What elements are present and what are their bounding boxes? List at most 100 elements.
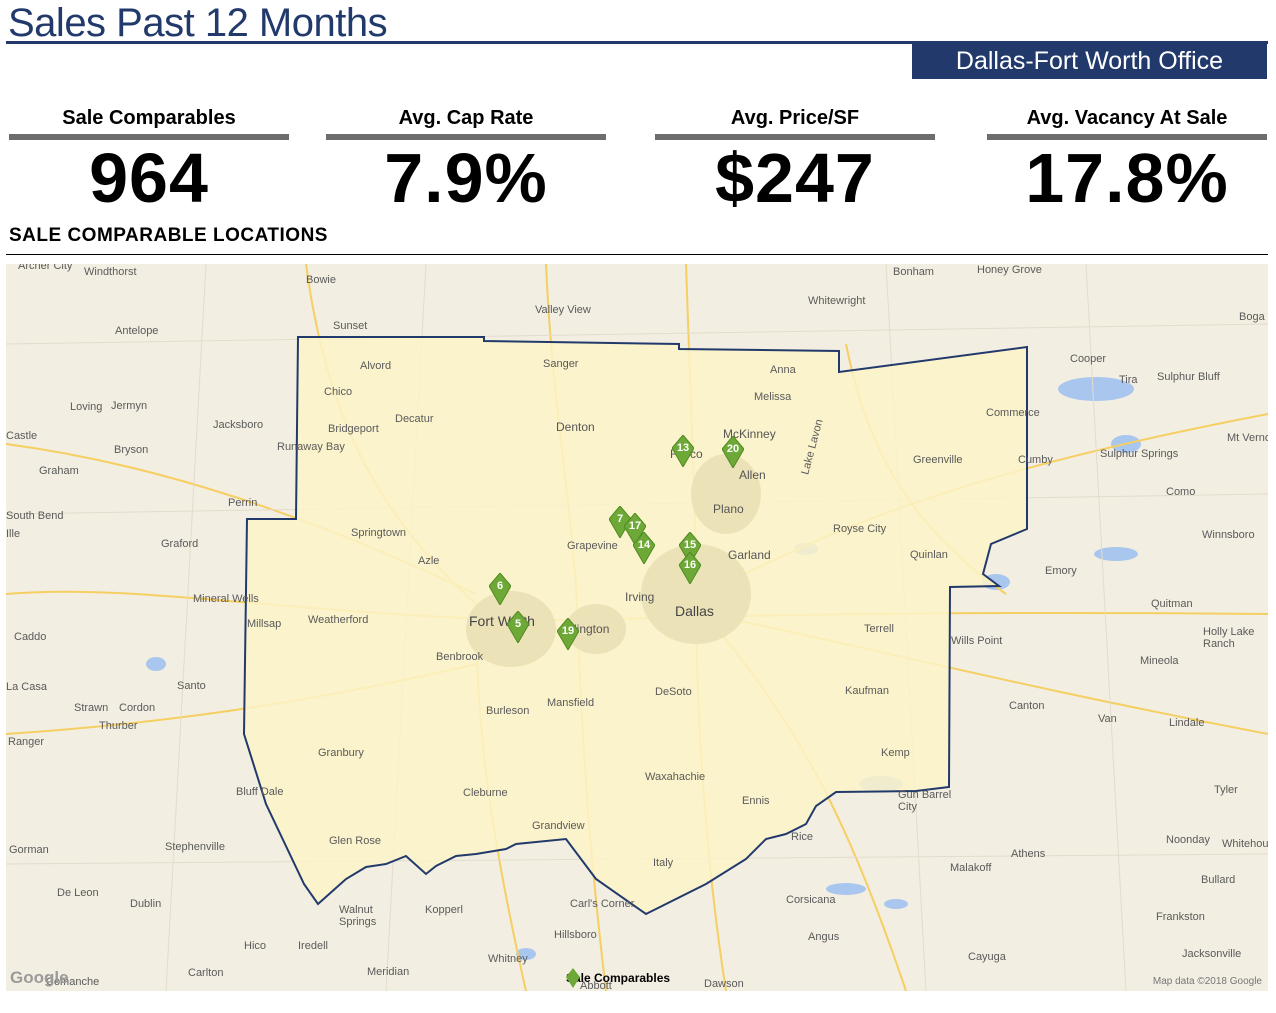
city-label: Whitewright	[808, 295, 866, 307]
city-label: Hico	[244, 940, 267, 952]
city-label: Mt Vernon	[1227, 432, 1268, 444]
city-label: Cleburne	[463, 787, 508, 799]
city-label-allen: Allen	[739, 468, 766, 482]
sale-marker[interactable]: 7	[609, 506, 631, 538]
marker-pin-icon: 14	[633, 532, 655, 564]
sale-marker[interactable]: 5	[507, 611, 529, 643]
city-label: Santo	[177, 680, 206, 692]
kpi-avg-price-sf: Avg. Price/SF $247	[655, 104, 935, 224]
city-label: Honey Grove	[977, 264, 1042, 276]
city-label: Noonday	[1166, 834, 1211, 846]
city-label: DeSoto	[655, 686, 692, 698]
city-label: Kaufman	[845, 685, 890, 697]
map-view[interactable]: Dallas Fort Worth Irving Arlington Plano…	[6, 264, 1268, 991]
sale-marker[interactable]: 6	[489, 573, 511, 605]
city-label: Canton	[1009, 700, 1045, 712]
sale-marker[interactable]: 16	[679, 552, 701, 584]
marker-pin-icon: 13	[672, 435, 694, 467]
city-label: Bonham	[893, 266, 934, 278]
marker-pin-icon: 17	[624, 513, 646, 545]
sale-marker[interactable]: 19	[557, 618, 579, 650]
marker-pin-icon: 7	[609, 506, 631, 538]
city-label: La Casa	[6, 681, 47, 693]
city-label: Angus	[808, 931, 840, 943]
city-label: Malakoff	[950, 862, 992, 874]
city-label: Granbury	[318, 747, 364, 759]
city-label: Jacksboro	[213, 419, 264, 431]
city-label: Terrell	[864, 623, 894, 635]
city-label: Iredell	[298, 940, 328, 952]
city-label: Sanger	[543, 358, 579, 370]
marker-label: 16	[684, 559, 696, 571]
city-label-mckinney: McKinney	[723, 427, 776, 441]
city-label: Mineral Wells	[193, 593, 259, 605]
city-label: Perrin	[228, 497, 258, 509]
kpi-label: Avg. Cap Rate	[398, 107, 534, 129]
city-label: Gorman	[9, 844, 49, 856]
marker-pin-icon: 6	[489, 573, 511, 605]
section-title: SALE COMPARABLE LOCATIONS	[9, 225, 328, 246]
marker-label: 15	[684, 539, 696, 551]
marker-label: 14	[638, 539, 651, 551]
city-label: Antelope	[115, 325, 159, 337]
kpi-label: Avg. Vacancy At Sale	[1026, 107, 1228, 129]
city-label: Bullard	[1201, 874, 1236, 886]
city-label: Mansfield	[547, 697, 595, 709]
city-label: Hillsboro	[554, 929, 597, 941]
legend-marker-icon	[566, 968, 580, 988]
kpi-divider	[9, 134, 289, 140]
city-label: Springtown	[351, 527, 407, 539]
sale-marker[interactable]: 14	[633, 532, 655, 564]
city-label: Castle	[6, 430, 38, 442]
city-label: Sunset	[333, 320, 368, 332]
kpi-avg-vacancy: Avg. Vacancy At Sale 17.8%	[987, 104, 1267, 224]
city-label: Grandview	[532, 820, 585, 832]
marker-label: 20	[727, 443, 739, 455]
map-canvas	[6, 264, 1268, 991]
sale-marker[interactable]: 20	[722, 436, 744, 468]
city-label: Quitman	[1151, 598, 1193, 610]
city-label: Ennis	[742, 795, 770, 807]
city-label: Corsicana	[786, 894, 836, 906]
sale-marker[interactable]: 17	[624, 513, 646, 545]
city-label: Archer City	[18, 264, 73, 272]
kpi-divider	[655, 134, 935, 140]
city-label: Jacksonville	[1182, 948, 1242, 960]
city-label: Bryson	[114, 444, 149, 456]
city-label: Kemp	[881, 747, 910, 759]
sale-marker[interactable]: 13	[672, 435, 694, 467]
page-title: Sales Past 12 Months	[8, 1, 388, 45]
city-label: Winnsboro	[1202, 529, 1255, 541]
city-label: Comanche	[46, 976, 100, 988]
city-label: Carl's Corner	[570, 898, 635, 910]
city-label: Meridian	[367, 966, 410, 978]
city-label: Gun Barrel City	[898, 789, 952, 813]
city-label: Loving	[70, 401, 103, 413]
city-label: Kopperl	[425, 904, 463, 916]
city-label: Stephenville	[165, 841, 225, 853]
kpi-divider	[987, 134, 1267, 140]
map-legend: Sale Comparables	[566, 968, 670, 988]
marker-label: 13	[677, 442, 689, 454]
city-label: Windthorst	[84, 266, 137, 278]
kpi-value: 964	[89, 139, 209, 217]
section-divider	[6, 254, 1268, 255]
city-label: Runaway Bay	[277, 441, 345, 453]
city-label: Chico	[324, 386, 353, 398]
marker-label: 17	[629, 520, 641, 532]
city-label: Como	[1166, 486, 1196, 498]
city-label: Wills Point	[951, 635, 1003, 647]
map-credit: Map data ©2018 Google	[1152, 976, 1262, 987]
city-label: Quinlan	[910, 549, 948, 561]
city-label: Jermyn	[111, 400, 148, 412]
sale-marker[interactable]: 15	[679, 532, 701, 564]
city-label: Alvord	[360, 360, 392, 372]
marker-label: 6	[497, 580, 503, 592]
marker-pin-icon: 20	[722, 436, 744, 468]
city-label: Weatherford	[308, 614, 369, 626]
city-label: Walnut Springs	[339, 904, 377, 928]
region-boundary	[242, 336, 1028, 916]
city-label: Emory	[1045, 565, 1077, 577]
city-label: Caddo	[14, 631, 47, 643]
city-label: Lindale	[1169, 717, 1205, 729]
